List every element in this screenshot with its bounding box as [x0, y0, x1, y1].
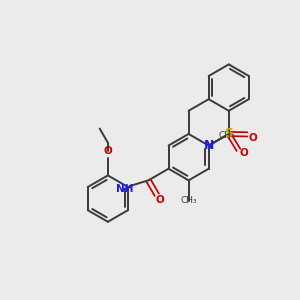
Text: O: O — [103, 146, 112, 156]
Text: CH₃: CH₃ — [218, 130, 235, 140]
Text: O: O — [240, 148, 248, 158]
Text: NH: NH — [116, 184, 133, 194]
Text: O: O — [155, 195, 164, 205]
Text: S: S — [224, 128, 233, 140]
Text: N: N — [203, 139, 214, 152]
Text: O: O — [249, 133, 257, 143]
Text: CH₃: CH₃ — [180, 196, 197, 205]
